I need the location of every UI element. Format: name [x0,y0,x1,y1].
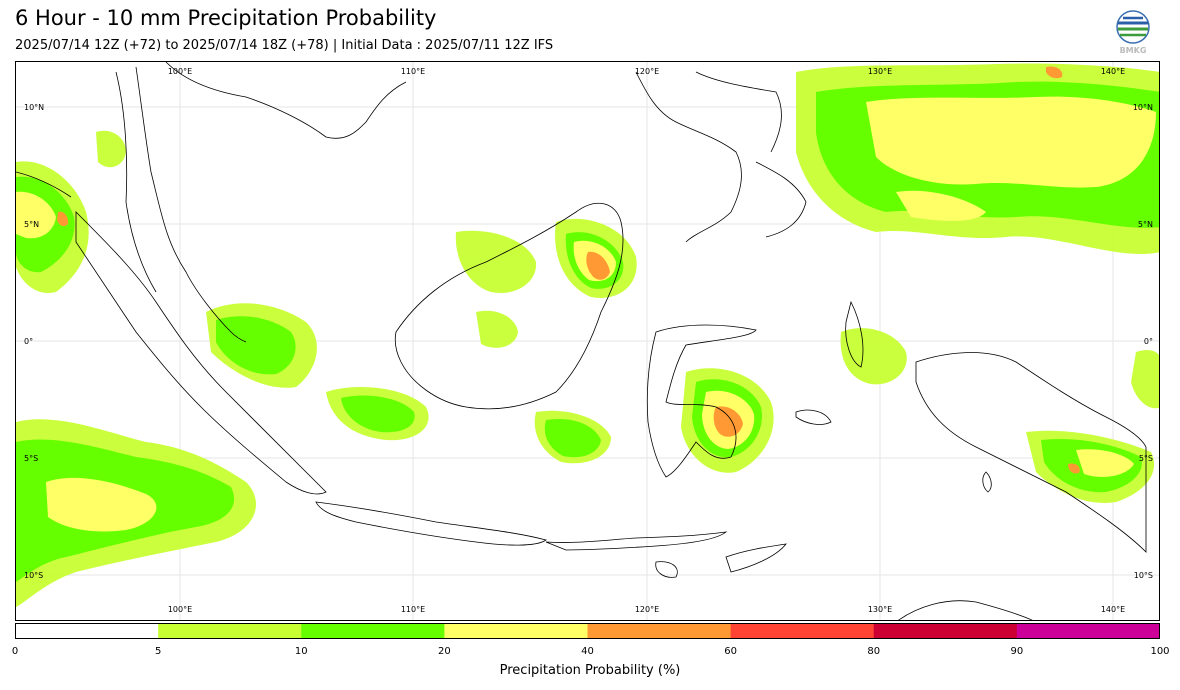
page-subtitle: 2025/07/14 12Z (+72) to 2025/07/14 18Z (… [15,38,554,53]
svg-text:BMKG: BMKG [1120,46,1147,55]
bmkg-logo-icon: BMKG [1114,10,1152,56]
colorbar-tick-label: 20 [438,646,451,657]
colorbar-segment [444,623,588,639]
lat-labels-left: 10°N 5°N 0° 5°S 10°S [24,103,44,580]
lat-label-right: 5°S [1139,454,1153,463]
colorbar-tick-label: 80 [867,646,881,657]
colorbar-tick-label: 5 [154,646,162,657]
precipitation-map: 100°E 110°E 120°E 130°E 140°E 100°E 110°… [15,61,1160,621]
coastlines [16,62,1147,620]
lon-labels-top: 100°E 110°E 120°E 130°E 140°E [168,67,1125,76]
lon-label-bottom: 130°E [868,605,892,614]
page-title: 6 Hour - 10 mm Precipitation Probability [15,6,437,30]
colorbar-tick-label: 100 [1150,646,1170,657]
colorbar-segment [158,623,302,639]
colorbar-tick-label: 60 [724,646,737,657]
colorbar-segment [587,623,732,639]
lat-label-left: 5°S [24,454,38,463]
lon-labels-bottom: 100°E 110°E 120°E 130°E 140°E [168,605,1125,614]
map-canvas: 100°E 110°E 120°E 130°E 140°E 100°E 110°… [16,62,1159,620]
colorbar-border [15,623,1160,639]
colorbar-segment [1016,623,1161,639]
lat-labels-right: 10°N 5°N 0° 5°S 10°S [1133,103,1153,580]
lon-label-top: 120°E [635,67,659,76]
lon-label-top: 130°E [868,67,892,76]
lat-label-left: 0° [24,337,33,346]
lon-label-bottom: 140°E [1101,605,1125,614]
lon-label-top: 100°E [168,67,192,76]
lon-label-bottom: 120°E [635,605,659,614]
colorbar-segment [730,623,875,639]
colorbar-segment [15,623,159,639]
precip-40-60-areas [57,66,1080,474]
lat-label-right: 10°N [1133,103,1153,112]
colorbar-tick-label: 0 [11,646,19,657]
colorbar-segment [873,623,1018,639]
lat-label-right: 10°S [1134,571,1153,580]
colorbar-tick-label: 40 [581,646,594,657]
lon-label-top: 140°E [1101,67,1125,76]
lon-label-top: 110°E [401,67,425,76]
lat-label-left: 10°N [24,103,44,112]
lat-label-left: 10°S [24,571,43,580]
colorbar-segment [301,623,445,639]
colorbar-tick-label: 10 [294,646,308,657]
lat-label-right: 0° [1144,337,1153,346]
lat-label-left: 5°N [24,220,39,229]
lat-label-right: 5°N [1138,220,1153,229]
precip-20-40-areas [16,96,1156,532]
colorbar-label: Precipitation Probability (%) [499,663,681,678]
colorbar [15,623,1161,639]
colorbar-tick-label: 90 [1010,646,1024,657]
lon-label-bottom: 100°E [168,605,192,614]
lon-label-bottom: 110°E [401,605,425,614]
